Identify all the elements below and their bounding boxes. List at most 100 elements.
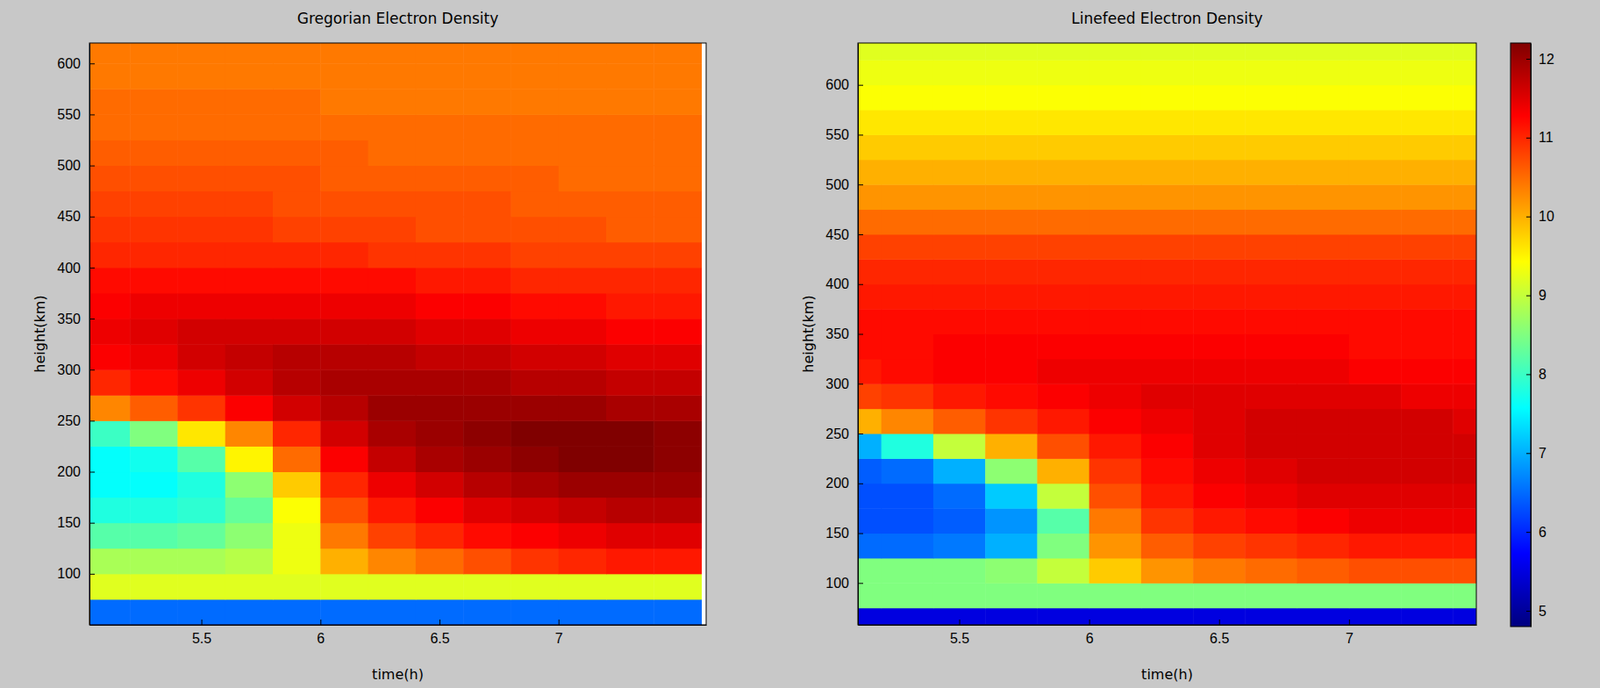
y-axis: 100150200250300350400450500550600 <box>57 43 95 626</box>
heat-cell <box>463 548 512 575</box>
heat-cell <box>653 343 702 371</box>
heat-cell <box>1349 607 1402 625</box>
heat-cell <box>368 140 417 167</box>
heat-cell <box>558 242 608 269</box>
heat-cell <box>463 216 512 243</box>
heat-cell <box>881 109 935 136</box>
heat-cell <box>606 497 655 524</box>
heat-cell <box>1452 284 1477 310</box>
y-tick-label: 200 <box>57 464 81 479</box>
heat-cell <box>415 369 465 396</box>
heat-cell <box>320 165 369 193</box>
y-tick-mark <box>89 267 95 269</box>
heat-cell <box>225 63 274 90</box>
heat-cell <box>1400 582 1454 608</box>
heat-cell <box>510 599 559 625</box>
heat-cell <box>1141 85 1194 111</box>
heat-cell <box>653 445 702 472</box>
heat-cell <box>857 85 882 111</box>
heat-cell <box>857 284 882 310</box>
heat-cell <box>1452 358 1477 385</box>
heat-cell <box>1192 209 1246 236</box>
heat-cell <box>1089 42 1143 61</box>
heat-cell <box>415 420 465 447</box>
x-axis: 5.566.57 <box>858 619 1478 646</box>
heat-cell <box>857 308 882 335</box>
heat-cell <box>89 165 131 193</box>
heat-cell <box>1400 607 1454 625</box>
heat-cell <box>1141 557 1194 584</box>
heat-cell <box>463 471 512 499</box>
x-tick-label: 6.5 <box>1209 630 1229 646</box>
y-tick-label: 400 <box>57 260 81 276</box>
heat-cell <box>558 599 608 625</box>
heat-cell <box>1452 209 1477 236</box>
heat-cell <box>1141 383 1194 409</box>
heat-cell <box>1036 334 1090 360</box>
heat-cell <box>510 471 559 499</box>
heat-cell <box>881 582 935 608</box>
heat-cell <box>177 522 226 550</box>
heat-cell <box>1452 85 1477 111</box>
colorbar-tick-label: 7 <box>1538 445 1547 461</box>
heat-cell <box>558 522 608 550</box>
heat-cell <box>320 445 369 472</box>
heat-cell <box>510 140 559 167</box>
panel: 5.566.5710015020025030035040045050055060… <box>57 12 707 646</box>
heat-cell <box>225 140 274 167</box>
heat-cell <box>606 471 655 499</box>
heat-cell <box>272 548 322 575</box>
heat-cell <box>1244 334 1298 360</box>
heat-cell <box>368 599 417 625</box>
heat-cell <box>881 159 935 186</box>
heat-cell <box>225 369 274 396</box>
y-tick: 350 <box>57 311 95 327</box>
y-tick-label: 150 <box>57 514 81 530</box>
y-tick-mark <box>89 318 95 320</box>
y-tick-label: 200 <box>825 475 850 491</box>
heat-cell <box>606 343 655 371</box>
colorbar-tick-mark <box>1526 610 1531 612</box>
y-tick: 500 <box>825 177 864 193</box>
heat-cell <box>1192 134 1246 160</box>
heat-cell <box>272 522 322 550</box>
heat-cell <box>1192 85 1246 111</box>
heat-cell <box>1349 334 1402 360</box>
y-tick-mark <box>857 483 864 485</box>
heat-cell <box>1400 358 1454 385</box>
heat-cell <box>177 318 226 345</box>
y-tick: 100 <box>57 565 95 581</box>
y-tick: 450 <box>57 208 95 224</box>
y-tick: 400 <box>825 276 864 292</box>
heat-cell <box>225 599 274 625</box>
heat-cell <box>463 242 512 269</box>
heat-cell <box>1452 184 1477 210</box>
heat-cell <box>1141 408 1194 435</box>
heat-cell <box>368 191 417 218</box>
heat-cell <box>653 369 702 396</box>
heat-cell <box>1349 109 1402 136</box>
heat-cell <box>1349 582 1402 608</box>
y-tick: 550 <box>57 107 95 122</box>
y-tick-mark <box>857 284 864 286</box>
y-tick-mark <box>857 533 864 535</box>
heat-cell <box>1036 159 1090 186</box>
heat-cell <box>606 445 655 472</box>
heat-cell <box>1244 184 1298 210</box>
y-tick-label: 450 <box>825 227 850 243</box>
heat-cell <box>1192 433 1246 459</box>
heat-cell <box>1297 109 1350 136</box>
heat-cell <box>225 497 274 524</box>
heat-cell <box>177 599 226 625</box>
heat-cell <box>558 369 608 396</box>
heat-cell <box>177 165 226 193</box>
heat-cell <box>985 408 1038 435</box>
heat-cell <box>1244 59 1298 86</box>
heat-cell <box>1297 358 1350 385</box>
y-tick-mark <box>857 234 864 236</box>
heat-cell <box>415 165 465 193</box>
heat-cell <box>1297 334 1350 360</box>
heat-cell <box>1036 308 1090 335</box>
heat-cell <box>857 159 882 186</box>
heat-cell <box>129 318 179 345</box>
